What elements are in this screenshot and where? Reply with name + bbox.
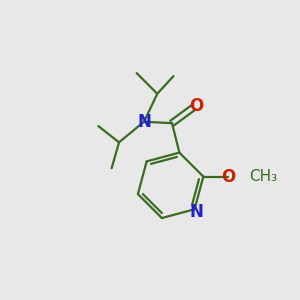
Text: N: N [137, 113, 151, 131]
Text: O: O [221, 168, 236, 186]
Text: O: O [189, 97, 204, 115]
Text: CH₃: CH₃ [250, 169, 278, 184]
Text: N: N [190, 202, 204, 220]
